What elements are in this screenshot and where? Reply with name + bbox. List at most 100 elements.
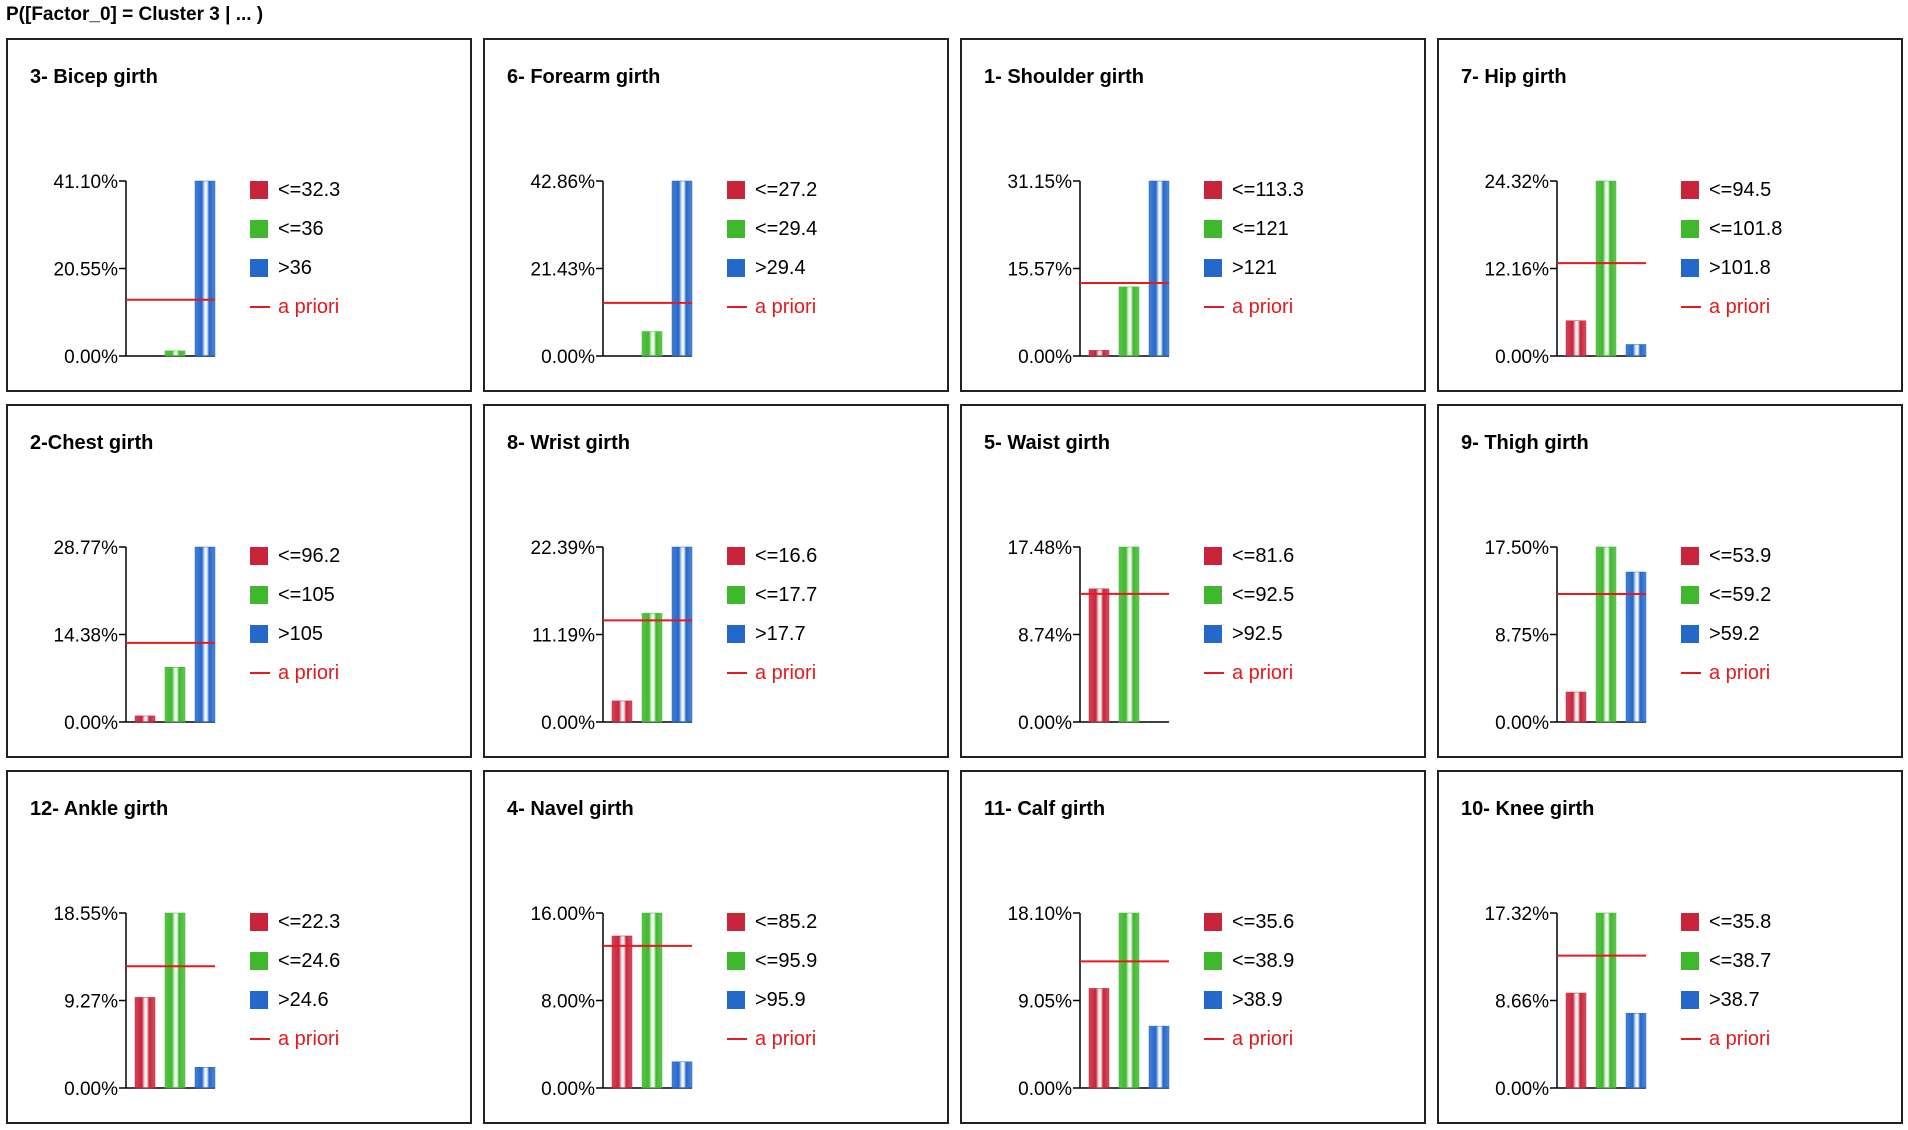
legend-label: <=85.2 xyxy=(755,911,818,933)
y-tick-label: 0.00% xyxy=(1495,1079,1549,1100)
chart-title: 1- Shoulder girth xyxy=(984,66,1144,88)
legend-swatch xyxy=(250,586,268,604)
chart-title: 9- Thigh girth xyxy=(1461,432,1589,454)
chart-plot: 17.50% 8.75% 0.00% xyxy=(1485,538,1647,734)
chart-title: 2-Chest girth xyxy=(30,432,154,454)
y-tick-label: 18.55% xyxy=(54,904,119,925)
legend-label: <=29.4 xyxy=(755,218,818,240)
legend-swatch xyxy=(1681,952,1699,970)
y-tick-label: 0.00% xyxy=(541,1079,595,1100)
legend-label: >105 xyxy=(278,623,324,645)
y-tick-label: 8.66% xyxy=(1495,992,1549,1013)
y-tick-label: 8.00% xyxy=(541,992,595,1013)
legend-label: <=94.5 xyxy=(1709,179,1772,201)
bar xyxy=(1118,912,1140,1089)
bar xyxy=(1565,320,1587,357)
legend-swatch xyxy=(250,913,268,931)
legend-line xyxy=(727,306,747,308)
bar xyxy=(164,667,186,723)
y-tick-label: 31.15% xyxy=(1008,172,1073,193)
legend-line xyxy=(1681,672,1701,674)
legend-swatch xyxy=(1204,181,1222,199)
legend-swatch xyxy=(1204,259,1222,277)
y-tick-label: 0.00% xyxy=(541,347,595,368)
legend-label: <=59.2 xyxy=(1709,584,1772,606)
legend-label: a priori xyxy=(1232,1028,1294,1050)
y-tick-label: 0.00% xyxy=(64,1079,118,1100)
bar xyxy=(1595,546,1617,723)
chart-panel: 3- Bicep girth 41.10% 20.55% 0.00% <=32.3 <=3… xyxy=(6,38,472,392)
legend-label: <=81.6 xyxy=(1232,545,1295,567)
bar xyxy=(134,997,156,1089)
y-tick-label: 24.32% xyxy=(1485,172,1550,193)
legend-swatch xyxy=(727,220,745,238)
bar xyxy=(1625,1012,1647,1089)
y-tick-label: 8.75% xyxy=(1495,626,1549,647)
y-tick-label: 0.00% xyxy=(1495,347,1549,368)
bar xyxy=(1625,571,1647,723)
y-tick-label: 15.57% xyxy=(1008,260,1073,281)
legend-swatch xyxy=(1681,547,1699,565)
legend-swatch xyxy=(1204,586,1222,604)
legend-label: >29.4 xyxy=(755,257,806,279)
bar xyxy=(641,331,663,357)
chart-title: 10- Knee girth xyxy=(1461,798,1595,820)
legend-line xyxy=(1204,672,1224,674)
y-tick-label: 0.00% xyxy=(64,713,118,734)
bar xyxy=(194,1066,216,1089)
chart-plot: 42.86% 21.43% 0.00% xyxy=(531,172,693,368)
legend-label: >101.8 xyxy=(1709,257,1771,279)
chart-title: 12- Ankle girth xyxy=(30,798,169,820)
legend-swatch xyxy=(250,220,268,238)
bar xyxy=(194,546,216,723)
chart-plot: 31.15% 15.57% 0.00% xyxy=(1008,172,1170,368)
y-tick-label: 11.19% xyxy=(532,626,595,647)
chart-title: 8- Wrist girth xyxy=(507,432,630,454)
chart-plot: 17.32% 8.66% 0.00% xyxy=(1485,904,1647,1100)
legend-swatch xyxy=(250,625,268,643)
legend-swatch xyxy=(1681,625,1699,643)
y-tick-label: 17.48% xyxy=(1008,538,1073,559)
legend-label: <=96.2 xyxy=(278,545,341,567)
bar xyxy=(1118,546,1140,723)
legend-line xyxy=(1681,1038,1701,1040)
bar xyxy=(1625,344,1647,357)
bar xyxy=(164,350,186,357)
chart-panel: 9- Thigh girth 17.50% 8.75% 0.00% <=53.9 <=59… xyxy=(1437,404,1903,758)
legend-label: <=27.2 xyxy=(755,179,818,201)
legend-swatch xyxy=(1681,586,1699,604)
legend-label: a priori xyxy=(278,296,340,318)
legend-label: <=113.3 xyxy=(1232,179,1304,201)
legend-label: >24.6 xyxy=(278,989,329,1011)
legend-line xyxy=(250,1038,270,1040)
bar xyxy=(1148,1025,1170,1089)
chart-plot: 22.39% 11.19% 0.00% xyxy=(531,538,693,734)
legend-line xyxy=(1204,1038,1224,1040)
legend-label: >121 xyxy=(1232,257,1278,279)
bar xyxy=(1118,286,1140,357)
chart-title: 3- Bicep girth xyxy=(30,66,158,88)
chart-panel: 12- Ankle girth 18.55% 9.27% 0.00% <=22.3 <=2… xyxy=(6,770,472,1124)
legend-swatch xyxy=(1681,913,1699,931)
bar xyxy=(671,546,693,723)
y-tick-label: 0.00% xyxy=(1495,713,1549,734)
legend-label: a priori xyxy=(1709,296,1771,318)
legend-label: <=95.9 xyxy=(755,950,818,972)
y-tick-label: 42.86% xyxy=(531,172,596,193)
legend-label: <=105 xyxy=(278,584,335,606)
legend-swatch xyxy=(1204,952,1222,970)
legend-swatch xyxy=(727,991,745,1009)
bar xyxy=(641,613,663,723)
legend-label: >59.2 xyxy=(1709,623,1760,645)
legend-swatch xyxy=(727,586,745,604)
bar xyxy=(641,912,663,1089)
bar xyxy=(134,715,156,723)
legend-label: a priori xyxy=(1709,1028,1771,1050)
legend-swatch xyxy=(250,991,268,1009)
legend-line xyxy=(1204,306,1224,308)
bar xyxy=(1148,180,1170,357)
legend-label: >38.7 xyxy=(1709,989,1760,1011)
legend-label: <=38.7 xyxy=(1709,950,1772,972)
legend-line xyxy=(727,672,747,674)
page-title: P([Factor_0] = Cluster 3 | ... ) xyxy=(6,4,264,25)
